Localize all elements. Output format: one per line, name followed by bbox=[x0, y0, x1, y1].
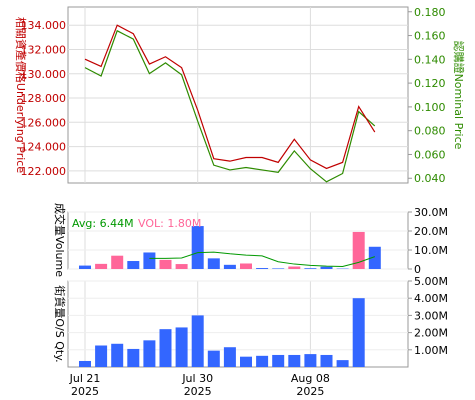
outstanding-tick-label: 4.00M bbox=[414, 292, 448, 305]
volume-bar bbox=[111, 255, 124, 269]
outstanding-bar bbox=[304, 354, 317, 367]
outstanding-bar bbox=[159, 329, 172, 367]
volume-bar bbox=[79, 265, 91, 269]
right-tick-label: 0.180 bbox=[414, 6, 446, 19]
outstanding-tick-label: 2.00M bbox=[414, 327, 448, 340]
volume-bar bbox=[320, 266, 333, 269]
volume-bar bbox=[352, 231, 365, 269]
volume-bar bbox=[272, 268, 285, 269]
left-tick-label: 130.000 bbox=[21, 68, 67, 81]
volume-bar bbox=[288, 266, 301, 269]
volume-tick-label: 10.0M bbox=[414, 244, 448, 257]
right-tick-label: 0.080 bbox=[414, 125, 446, 138]
volume-panel-frame bbox=[67, 211, 409, 270]
price-panel-frame bbox=[67, 6, 409, 184]
outstanding-bar bbox=[111, 343, 124, 367]
outstanding-bar bbox=[288, 354, 301, 367]
nominal-price-line bbox=[84, 29, 376, 183]
volume-bar bbox=[368, 246, 381, 269]
outstanding-bar bbox=[143, 340, 156, 367]
outstanding-bar bbox=[240, 356, 252, 367]
volume-bar bbox=[256, 268, 269, 269]
chart-marks bbox=[79, 24, 381, 367]
outstanding-tick-label: 5.00M bbox=[414, 275, 448, 288]
volume-average-line bbox=[149, 251, 375, 268]
underlying-price-line bbox=[84, 24, 376, 170]
outstanding-bar bbox=[127, 348, 140, 367]
left-tick-label: 134.000 bbox=[21, 19, 67, 32]
volume-bar bbox=[159, 259, 172, 269]
left-tick-label: 126.000 bbox=[21, 116, 67, 129]
underlying-price-axis-title: 相關資產價格Underlying Price bbox=[14, 17, 28, 173]
volume-tick-label: 30.0M bbox=[414, 206, 448, 219]
x-tick-label-day: Jul 21 bbox=[69, 372, 101, 385]
outstanding-bar bbox=[223, 347, 236, 367]
right-tick-label: 0.160 bbox=[414, 30, 446, 43]
outstanding-panel-frame bbox=[67, 280, 409, 368]
x-tick-label-year: 2025 bbox=[184, 385, 212, 398]
volume-bar bbox=[304, 268, 317, 269]
left-tick-label: 132.000 bbox=[21, 43, 67, 56]
outstanding-bar bbox=[336, 360, 349, 367]
outstanding-bar bbox=[175, 327, 188, 367]
outstanding-bar bbox=[207, 350, 220, 367]
outstanding-bar bbox=[352, 298, 365, 367]
left-tick-label: 122.000 bbox=[21, 165, 67, 178]
tick-labels: 122.000 124.000 126.000 128.000 130.000 132.0… bbox=[21, 6, 448, 398]
left-tick-label: 128.000 bbox=[21, 92, 67, 105]
outstanding-tick-label: 3.00M bbox=[414, 309, 448, 322]
outstanding-bar bbox=[191, 315, 204, 367]
volume-bar bbox=[207, 258, 220, 269]
outstanding-axis-title: 街貨量O/S Qty. bbox=[53, 285, 67, 362]
outstanding-bar bbox=[320, 354, 333, 367]
left-tick-label: 124.000 bbox=[21, 141, 67, 154]
volume-bar bbox=[95, 263, 108, 269]
outstanding-bar bbox=[79, 360, 91, 367]
right-tick-label: 0.140 bbox=[414, 53, 446, 66]
outstanding-bar bbox=[256, 355, 269, 367]
outstanding-bar bbox=[272, 354, 285, 367]
grid-lines bbox=[68, 7, 412, 367]
outstanding-tick-label: 1.00M bbox=[414, 344, 448, 357]
outstanding-bar bbox=[95, 345, 108, 367]
volume-avg-legend: Avg: 6.44M bbox=[72, 217, 134, 230]
right-tick-label: 0.120 bbox=[414, 77, 446, 90]
volume-axis-title: 成交量Volume bbox=[53, 203, 67, 277]
volume-vol-legend: VOL: 1.80M bbox=[138, 217, 201, 230]
x-tick-label-day: Jul 30 bbox=[181, 372, 213, 385]
volume-bar bbox=[143, 252, 156, 269]
x-tick-label-day: Aug 08 bbox=[291, 372, 330, 385]
volume-bar bbox=[175, 264, 188, 269]
volume-bar bbox=[240, 263, 252, 269]
right-tick-label: 0.040 bbox=[414, 172, 446, 185]
right-tick-label: 0.100 bbox=[414, 101, 446, 114]
volume-tick-label: 0 bbox=[414, 263, 421, 276]
nominal-price-axis-title: 認購證Nominal Price bbox=[452, 41, 466, 150]
x-tick-label-year: 2025 bbox=[71, 385, 99, 398]
x-tick-label-year: 2025 bbox=[296, 385, 324, 398]
volume-bar bbox=[127, 261, 140, 269]
volume-tick-label: 20.0M bbox=[414, 225, 448, 238]
volume-bar bbox=[191, 226, 204, 269]
right-tick-label: 0.060 bbox=[414, 148, 446, 161]
volume-bar bbox=[223, 264, 236, 269]
